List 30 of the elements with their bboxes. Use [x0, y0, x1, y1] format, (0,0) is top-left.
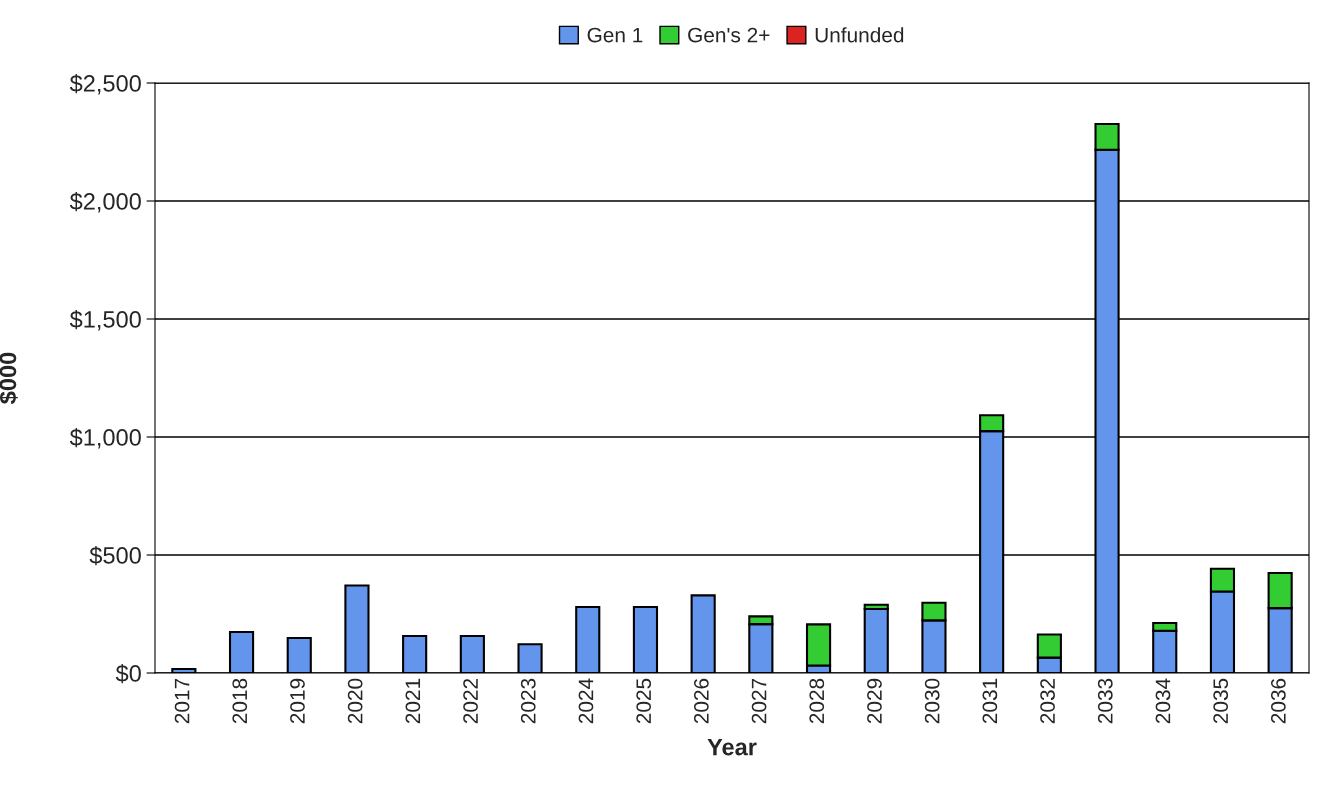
x-tick-label: 2018	[232, 678, 248, 724]
x-tick-label: 2035	[1213, 678, 1229, 724]
y-tick-label: $500	[89, 546, 141, 566]
x-tick-label: 2026	[693, 678, 709, 724]
x-tick-label: 2030	[924, 678, 940, 724]
x-tick-label: 2031	[982, 678, 998, 724]
x-tick-label: 2021	[405, 678, 421, 724]
x-tick-label: 2017	[174, 678, 190, 724]
x-axis-title: Year	[707, 738, 757, 756]
y-tick-label: $0	[115, 664, 141, 684]
legend-label: Gen 1	[587, 27, 643, 43]
x-tick-label: 2028	[809, 678, 825, 724]
x-tick-label: 2032	[1040, 678, 1055, 724]
y-tick-label: $2,500	[69, 74, 141, 95]
x-tick-label: 2023	[520, 678, 536, 724]
y-tick-label: $2,000	[69, 192, 141, 213]
y-tick-label: $1,000	[69, 428, 141, 449]
x-tick-label: 2027	[751, 678, 767, 724]
x-tick-label: 2019	[290, 678, 305, 724]
x-tick-label: 2024	[578, 678, 594, 724]
legend-label: Unfunded	[815, 27, 904, 43]
x-tick-label: 2036	[1270, 678, 1286, 724]
y-tick-label: $1,500	[69, 310, 141, 331]
x-tick-label: 2029	[867, 678, 882, 724]
x-tick-label: 2022	[463, 678, 478, 724]
legend-label: Gen's 2+	[688, 27, 770, 43]
x-tick-label: 2033	[1097, 678, 1113, 724]
x-tick-label: 2034	[1155, 678, 1171, 724]
x-tick-label: 2025	[636, 678, 652, 724]
x-tick-label: 2020	[347, 678, 363, 724]
